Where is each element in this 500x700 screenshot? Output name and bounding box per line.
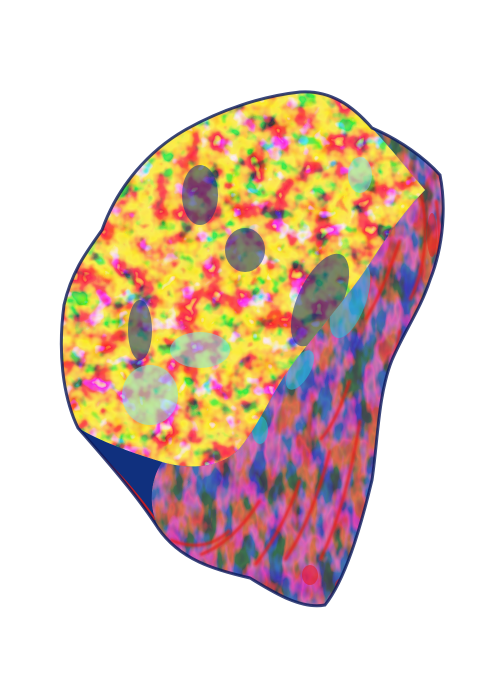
rock-outline: [59, 90, 445, 608]
